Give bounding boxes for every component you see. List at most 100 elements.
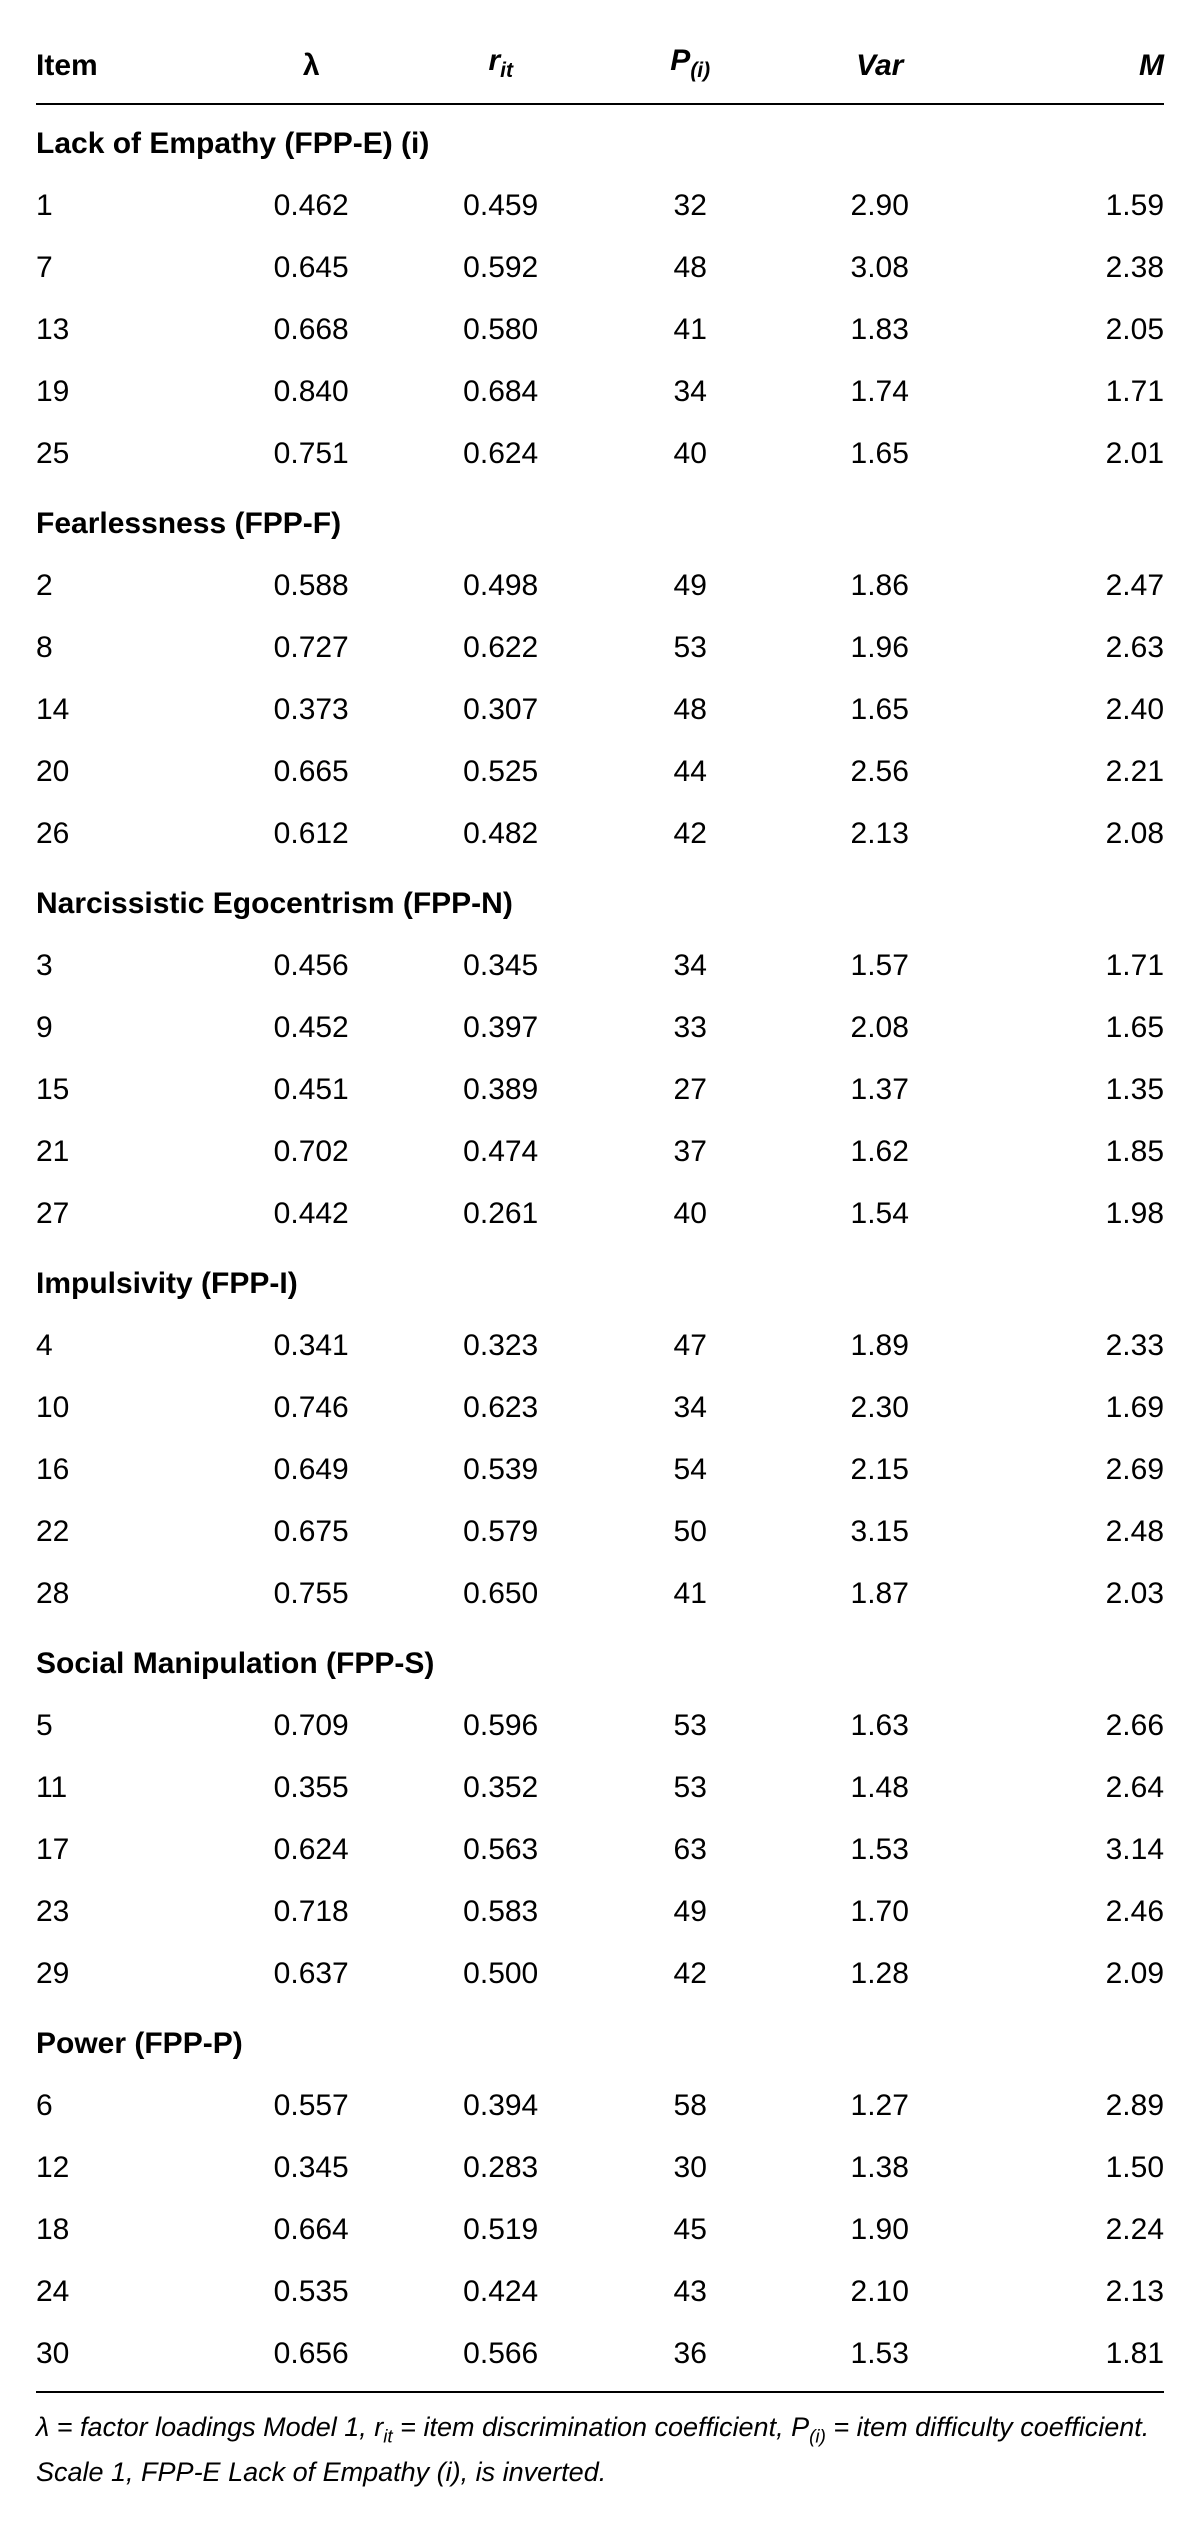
col-pi: P(i) [595,30,785,104]
cell: 2.21 [974,741,1164,803]
cell: 0.397 [406,997,596,1059]
table-row: 190.8400.684341.741.71 [36,361,1164,423]
cell: 0.452 [216,997,406,1059]
section-header: Lack of Empathy (FPP-E) (i) [36,104,1164,175]
cell: 63 [595,1819,785,1881]
cell: 2.05 [974,299,1164,361]
table-row: 170.6240.563631.533.14 [36,1819,1164,1881]
cell: 0.482 [406,803,596,865]
cell: 2.89 [974,2075,1164,2137]
cell: 15 [36,1059,216,1121]
cell: 47 [595,1315,785,1377]
cell: 1.65 [974,997,1164,1059]
col-lambda: λ [216,30,406,104]
cell: 50 [595,1501,785,1563]
cell: 1.81 [974,2323,1164,2392]
cell: 2.03 [974,1563,1164,1625]
cell: 1.83 [785,299,975,361]
cell: 1.53 [785,2323,975,2392]
table-row: 270.4420.261401.541.98 [36,1183,1164,1245]
table-row: 260.6120.482422.132.08 [36,803,1164,865]
cell: 0.525 [406,741,596,803]
header-row: Item λ rit P(i) Var M [36,30,1164,104]
cell: 0.580 [406,299,596,361]
cell: 0.665 [216,741,406,803]
cell: 0.373 [216,679,406,741]
cell: 30 [595,2137,785,2199]
table-row: 50.7090.596531.632.66 [36,1695,1164,1757]
cell: 41 [595,299,785,361]
cell: 1.62 [785,1121,975,1183]
cell: 0.261 [406,1183,596,1245]
section-header: Narcissistic Egocentrism (FPP-N) [36,865,1164,935]
cell: 0.645 [216,237,406,299]
cell: 1.69 [974,1377,1164,1439]
cell: 1.65 [785,423,975,485]
cell: 30 [36,2323,216,2392]
cell: 1.50 [974,2137,1164,2199]
cell: 2.13 [974,2261,1164,2323]
table-body: Lack of Empathy (FPP-E) (i)10.4620.45932… [36,104,1164,2392]
table-row: 120.3450.283301.381.50 [36,2137,1164,2199]
cell: 1.37 [785,1059,975,1121]
cell: 1.59 [974,175,1164,237]
cell: 2.90 [785,175,975,237]
cell: 0.755 [216,1563,406,1625]
table-row: 30.4560.345341.571.71 [36,935,1164,997]
table-row: 280.7550.650411.872.03 [36,1563,1164,1625]
table-row: 140.3730.307481.652.40 [36,679,1164,741]
cell: 32 [595,175,785,237]
cell: 0.718 [216,1881,406,1943]
cell: 1.96 [785,617,975,679]
cell: 0.535 [216,2261,406,2323]
section-header: Power (FPP-P) [36,2005,1164,2075]
cell: 1.65 [785,679,975,741]
cell: 0.624 [216,1819,406,1881]
cell: 0.675 [216,1501,406,1563]
cell: 2.10 [785,2261,975,2323]
cell: 17 [36,1819,216,1881]
table-row: 80.7270.622531.962.63 [36,617,1164,679]
cell: 19 [36,361,216,423]
cell: 4 [36,1315,216,1377]
cell: 1.71 [974,361,1164,423]
cell: 0.592 [406,237,596,299]
cell: 44 [595,741,785,803]
cell: 2.30 [785,1377,975,1439]
cell: 54 [595,1439,785,1501]
cell: 27 [36,1183,216,1245]
cell: 0.500 [406,1943,596,2005]
cell: 1.28 [785,1943,975,2005]
cell: 29 [36,1943,216,2005]
cell: 1.54 [785,1183,975,1245]
cell: 0.583 [406,1881,596,1943]
section-title: Impulsivity (FPP-I) [36,1245,1164,1315]
col-rit: rit [406,30,596,104]
table-row: 70.6450.592483.082.38 [36,237,1164,299]
cell: 53 [595,1757,785,1819]
cell: 34 [595,1377,785,1439]
cell: 2.33 [974,1315,1164,1377]
cell: 48 [595,237,785,299]
table-row: 20.5880.498491.862.47 [36,555,1164,617]
cell: 0.462 [216,175,406,237]
section-header: Social Manipulation (FPP-S) [36,1625,1164,1695]
cell: 34 [595,935,785,997]
table-row: 130.6680.580411.832.05 [36,299,1164,361]
cell: 0.442 [216,1183,406,1245]
cell: 2.09 [974,1943,1164,2005]
cell: 23 [36,1881,216,1943]
cell: 0.668 [216,299,406,361]
cell: 0.664 [216,2199,406,2261]
section-title: Lack of Empathy (FPP-E) (i) [36,104,1164,175]
table-row: 210.7020.474371.621.85 [36,1121,1164,1183]
cell: 40 [595,423,785,485]
cell: 2.15 [785,1439,975,1501]
cell: 2.38 [974,237,1164,299]
cell: 1.35 [974,1059,1164,1121]
cell: 1 [36,175,216,237]
table-row: 240.5350.424432.102.13 [36,2261,1164,2323]
cell: 0.751 [216,423,406,485]
cell: 1.70 [785,1881,975,1943]
cell: 0.622 [406,617,596,679]
